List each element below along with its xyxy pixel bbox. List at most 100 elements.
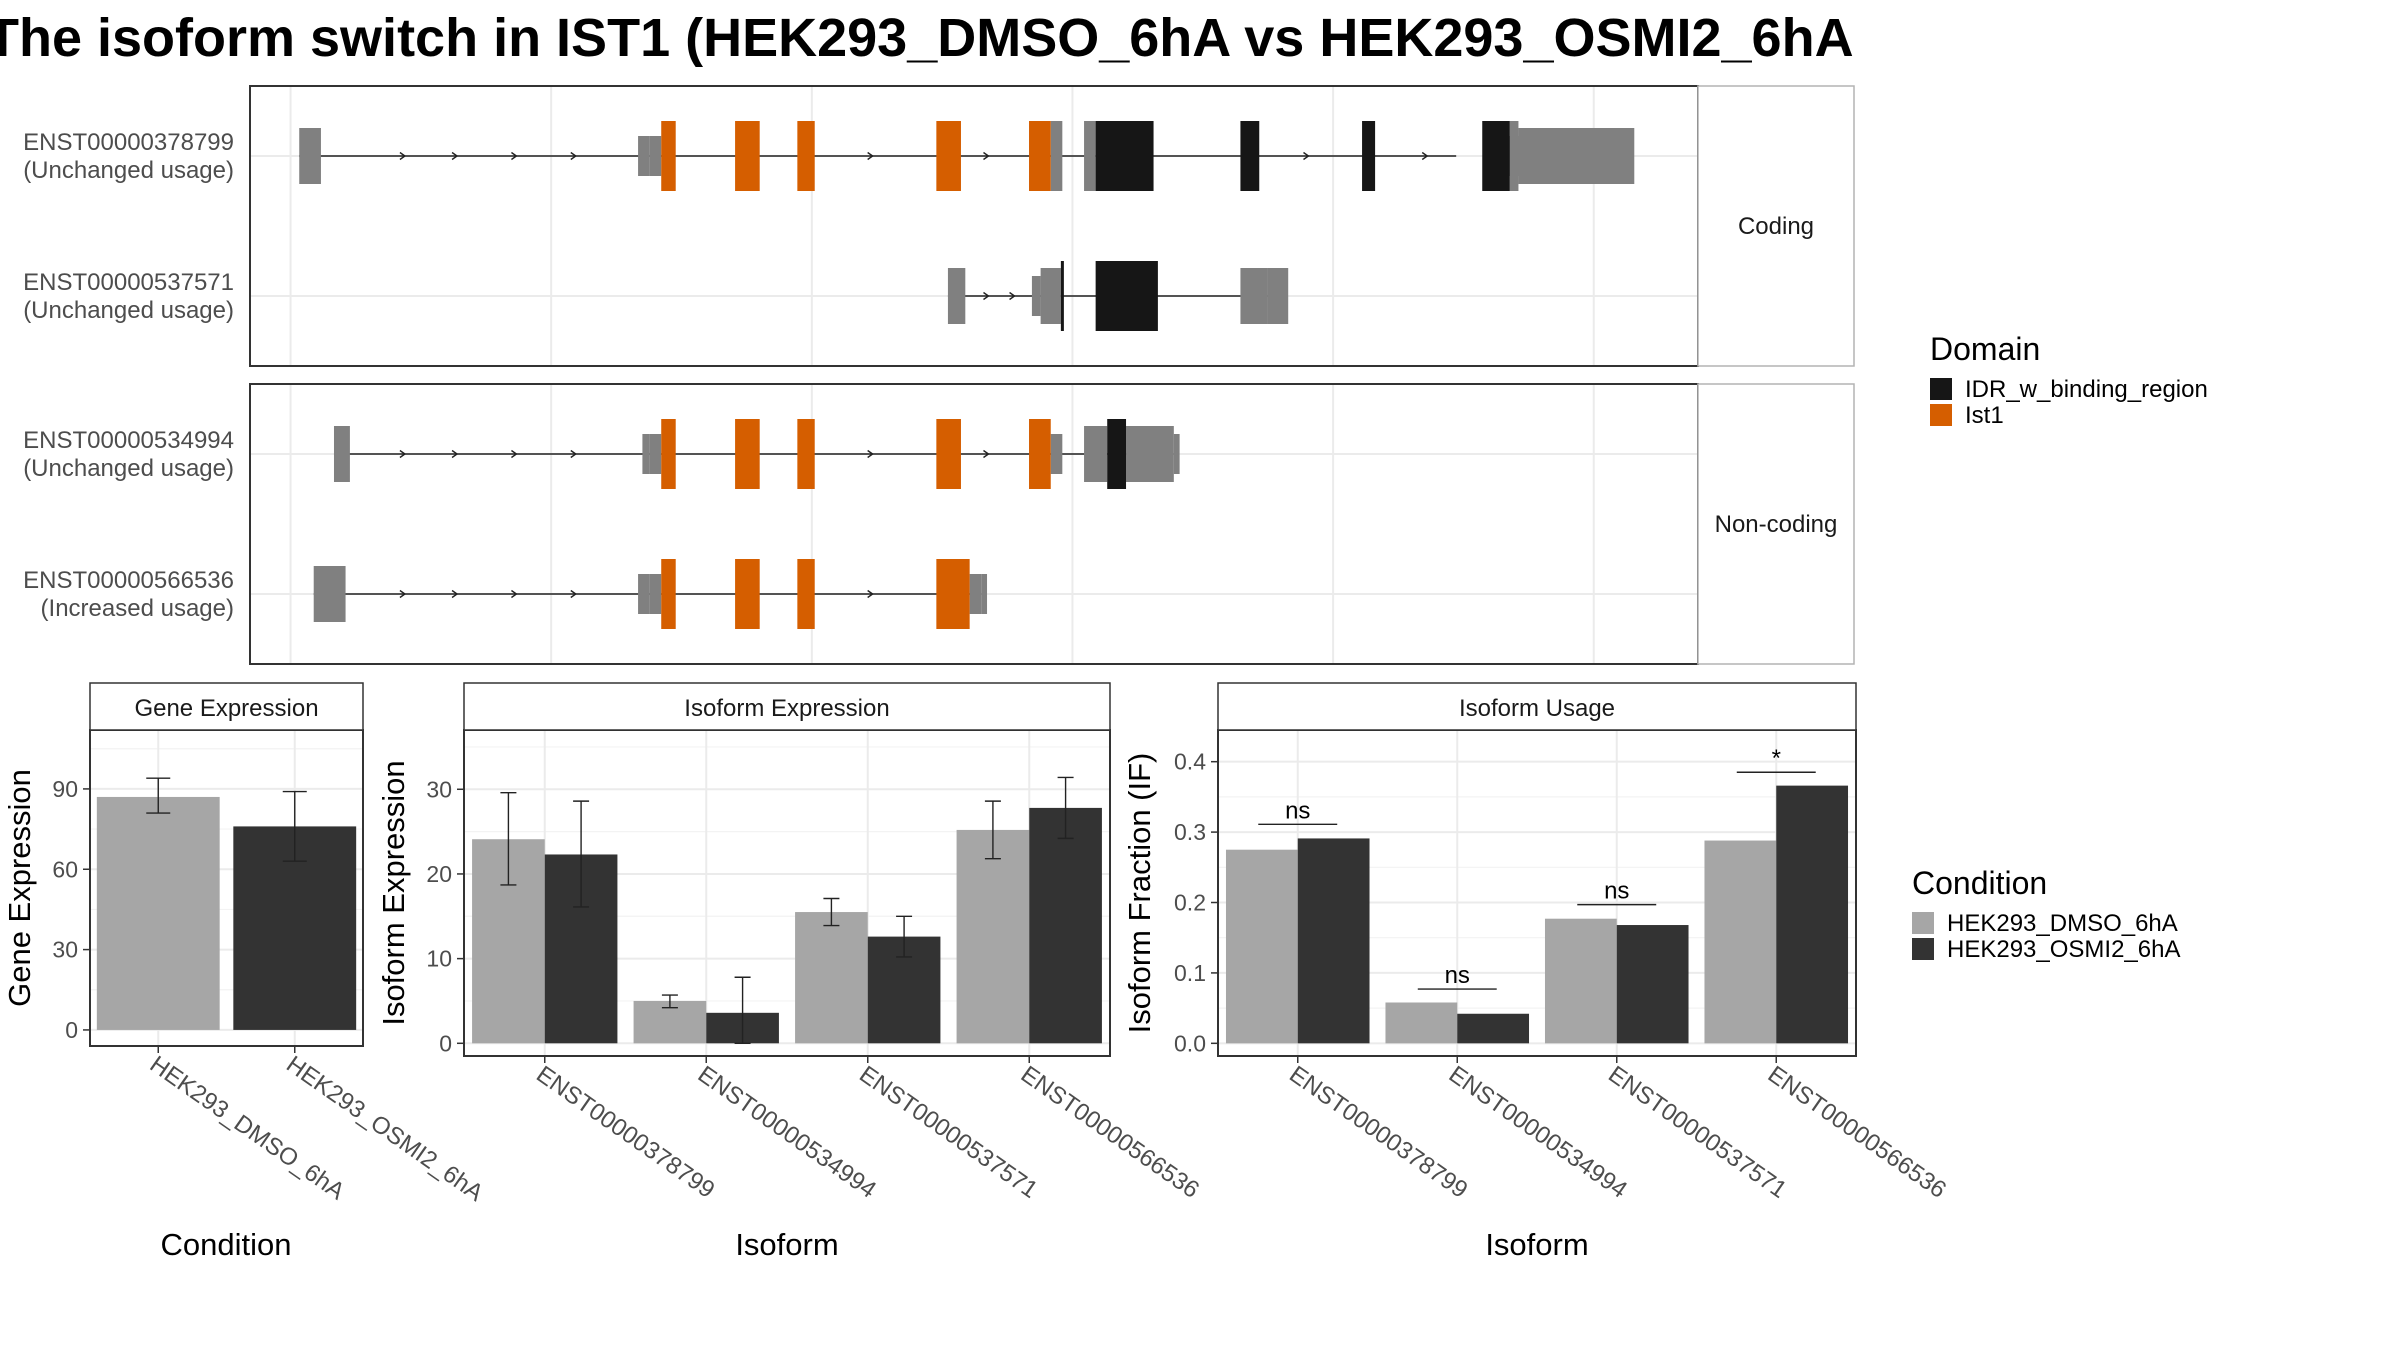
direction-arrow — [511, 589, 518, 599]
direction-arrow — [399, 449, 407, 459]
utr-exon — [1509, 121, 1519, 191]
utr-exon — [1518, 128, 1635, 184]
utr-exon — [1050, 434, 1063, 474]
ist1-domain-exon — [936, 121, 961, 191]
utr-exon — [1240, 268, 1268, 324]
direction-arrow — [511, 151, 518, 161]
idr-domain-exon — [1095, 261, 1158, 331]
facet-strip-label: Gene Expression — [134, 695, 318, 722]
y-axis-title: Gene Expression — [2, 769, 37, 1007]
x-axis-title: Condition — [161, 1227, 292, 1262]
legend-label: HEK293_DMSO_6hA — [1947, 910, 2178, 937]
bar — [1544, 918, 1617, 1044]
utr-exon — [649, 136, 662, 176]
x-tick-label: ENST00000537571 — [854, 1061, 1042, 1204]
utr-exon — [638, 136, 650, 176]
facet-strip — [89, 682, 364, 731]
panel-background — [250, 384, 1698, 664]
idr-domain-exon — [1107, 419, 1127, 489]
direction-arrow — [1303, 151, 1310, 161]
facet-strip-label: Non-coding — [1715, 511, 1838, 538]
utr-exon — [947, 268, 966, 324]
x-axis-title: Isoform — [735, 1227, 838, 1262]
legend-key — [1930, 378, 1952, 400]
direction-arrow — [867, 589, 874, 599]
direction-arrow — [1009, 291, 1016, 301]
utr-exon — [649, 434, 662, 474]
isoform-id-label: ENST00000537571 — [23, 269, 234, 296]
isoform-id-label: ENST00000534994 — [23, 427, 234, 454]
y-tick-label: 10 — [426, 946, 452, 972]
x-tick-label: ENST00000378799 — [531, 1061, 719, 1204]
direction-arrow — [983, 291, 990, 301]
utr-exon — [1040, 268, 1061, 324]
direction-arrow — [867, 151, 874, 161]
bar-chart-panel: Gene Expression0306090HEK293_DMSO_6hAHEK… — [2, 682, 488, 1262]
direction-arrow — [399, 151, 407, 161]
ist1-domain-exon — [1029, 121, 1051, 191]
ist1-domain-exon — [936, 559, 970, 629]
bar — [1776, 785, 1849, 1044]
bar — [795, 912, 868, 1044]
x-tick-label: ENST00000566536 — [1016, 1061, 1204, 1204]
utr-exon — [313, 566, 346, 622]
direction-arrow — [451, 449, 459, 459]
facet-strip — [1697, 85, 1855, 367]
y-axis-title: Isoform Expression — [376, 760, 411, 1025]
legend-label: Ist1 — [1965, 402, 2004, 429]
facet-strip-label: Coding — [1738, 213, 1814, 240]
direction-arrow — [451, 589, 459, 599]
bar — [96, 796, 220, 1030]
utr-exon — [1173, 434, 1180, 474]
ist1-domain-exon — [797, 559, 815, 629]
legend-key — [1912, 938, 1934, 960]
significance-label: ns — [1604, 878, 1629, 905]
isoform-usage-label: (Unchanged usage) — [23, 297, 234, 324]
y-tick-label: 0.0 — [1174, 1030, 1206, 1056]
bar — [1616, 925, 1689, 1044]
y-tick-label: 60 — [52, 856, 78, 882]
ist1-domain-exon — [735, 419, 760, 489]
isoform-usage-label: (Unchanged usage) — [23, 157, 234, 184]
direction-arrow — [983, 449, 990, 459]
idr-domain-exon — [1240, 121, 1260, 191]
utr-exon — [642, 434, 650, 474]
utr-exon — [969, 574, 982, 614]
direction-arrow — [570, 449, 578, 459]
bar — [1297, 838, 1370, 1044]
structure-panel: ENST00000378799(Unchanged usage)ENST0000… — [23, 85, 1855, 367]
transcript-structure-plot: ENST00000378799(Unchanged usage)ENST0000… — [23, 85, 1855, 665]
facet-strip — [1217, 682, 1857, 731]
bar — [1385, 1002, 1458, 1044]
condition-legend-title: Condition — [1912, 865, 2047, 901]
facet-strip-label: Isoform Usage — [1459, 695, 1615, 722]
bar — [1457, 1013, 1530, 1044]
y-tick-label: 0.2 — [1174, 890, 1206, 916]
x-tick-label: ENST00000534994 — [693, 1061, 881, 1204]
ist1-domain-exon — [735, 559, 760, 629]
utr-exon — [1031, 276, 1041, 316]
ist1-domain-exon — [661, 121, 676, 191]
ist1-domain-exon — [1029, 419, 1051, 489]
isoform-id-label: ENST00000566536 — [23, 567, 234, 594]
isoform-id-label: ENST00000378799 — [23, 129, 234, 156]
panel-background — [250, 86, 1698, 366]
utr-exon — [649, 574, 662, 614]
legend-label: IDR_w_binding_region — [1965, 376, 2208, 403]
utr-exon — [1050, 121, 1063, 191]
utr-exon — [1084, 121, 1096, 191]
idr-domain-exon — [1095, 121, 1154, 191]
direction-arrow — [511, 449, 518, 459]
y-axis-title: Isoform Fraction (IF) — [1122, 753, 1157, 1034]
utr-exon — [333, 426, 350, 482]
y-tick-label: 20 — [426, 861, 452, 887]
direction-arrow — [867, 449, 874, 459]
structure-panel: ENST00000534994(Unchanged usage) ENST0000… — [23, 383, 1855, 665]
bar — [956, 829, 1030, 1044]
direction-arrow — [451, 151, 459, 161]
domain-legend-title: Domain — [1930, 331, 2040, 367]
facet-strip — [463, 682, 1111, 731]
